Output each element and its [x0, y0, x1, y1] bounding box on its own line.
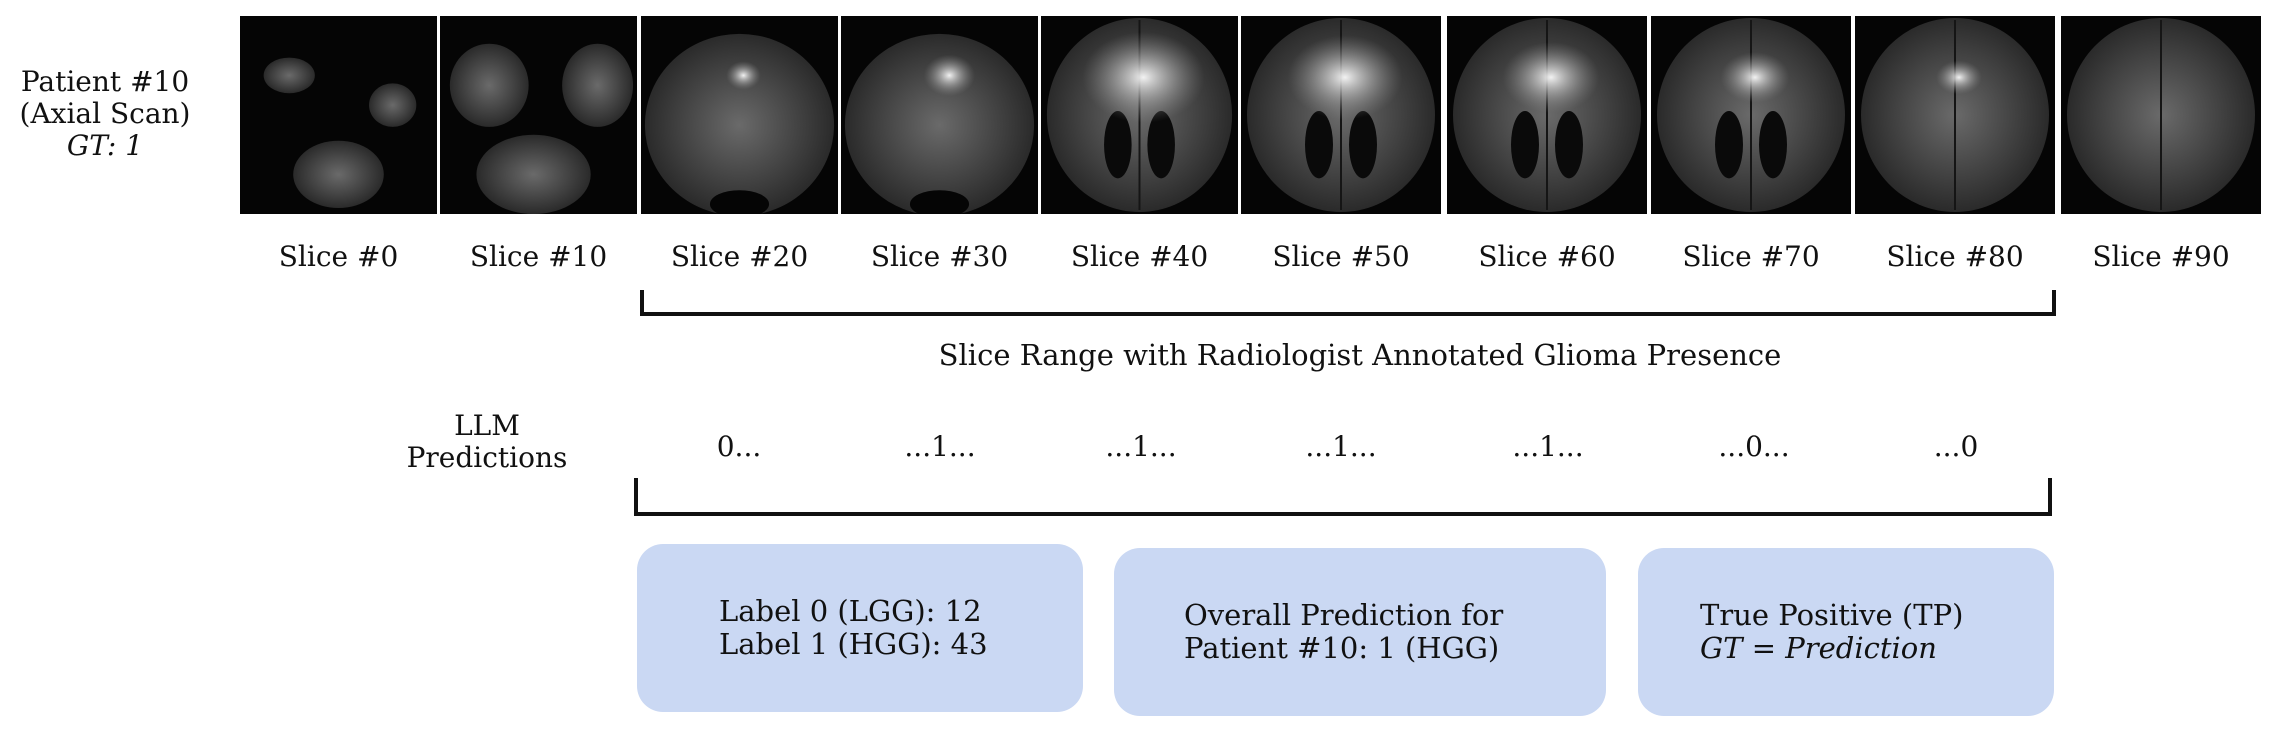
scan-type: (Axial Scan) [19, 97, 191, 130]
mri-slice-image [1041, 16, 1238, 214]
mri-slice-image [440, 16, 637, 214]
prediction-token: ...0... [1718, 430, 1790, 463]
slice-label: Slice #10 [469, 240, 608, 273]
annotated-range-label: Slice Range with Radiologist Annotated G… [938, 338, 1782, 372]
label-0-count: Label 0 (LGG): 12 [719, 594, 982, 628]
prediction-token: 0... [716, 430, 762, 463]
mri-slice-image [641, 16, 838, 214]
ground-truth: GT: 1 [66, 129, 144, 162]
slice-label: Slice #0 [278, 240, 399, 273]
prediction-token: ...1... [1105, 430, 1177, 463]
label-count-box: Label 0 (LGG): 12 Label 1 (HGG): 43 [637, 544, 1083, 712]
overall-prediction-box: Overall Prediction for Patient #10: 1 (H… [1114, 548, 1606, 716]
result-line1: True Positive (TP) [1700, 598, 1964, 632]
slice-label: Slice #90 [2092, 240, 2230, 273]
slice-label: Slice #40 [1070, 240, 1209, 273]
prediction-token: ...1... [1305, 430, 1377, 463]
result-box: True Positive (TP) GT = Prediction [1638, 548, 2054, 716]
patient-name: Patient #10 [20, 65, 190, 98]
mri-slice-image [1651, 16, 1851, 214]
slice-label: Slice #30 [870, 240, 1009, 273]
mri-slice-image [1447, 16, 1647, 214]
mri-slice-image [841, 16, 1038, 214]
slice-label: Slice #20 [670, 240, 809, 273]
mri-slice-image [1241, 16, 1441, 214]
patient-info: Patient #10 (Axial Scan) GT: 1 [0, 66, 210, 162]
overall-prediction-line2: Patient #10: 1 (HGG) [1184, 631, 1500, 665]
mri-slice-image [240, 16, 437, 214]
slice-label: Slice #60 [1478, 240, 1616, 273]
label-1-count: Label 1 (HGG): 43 [719, 627, 988, 661]
prediction-bracket [634, 478, 2052, 516]
prediction-token: ...1... [1512, 430, 1584, 463]
llm-predictions-label: LLM Predictions [380, 410, 594, 474]
slice-label: Slice #50 [1272, 240, 1410, 273]
mri-slice-image [1855, 16, 2055, 214]
prediction-token: ...1... [904, 430, 976, 463]
mri-slice-image [2061, 16, 2261, 214]
llm-label-line2: Predictions [406, 441, 568, 474]
slice-label: Slice #70 [1682, 240, 1820, 273]
llm-label-line1: LLM [454, 409, 520, 442]
annotated-range-bracket [640, 290, 2056, 316]
slice-label: Slice #80 [1886, 240, 2024, 273]
result-line2: GT = Prediction [1700, 631, 1937, 665]
overall-prediction-line1: Overall Prediction for [1184, 598, 1504, 632]
prediction-token: ...0 [1933, 430, 1979, 463]
